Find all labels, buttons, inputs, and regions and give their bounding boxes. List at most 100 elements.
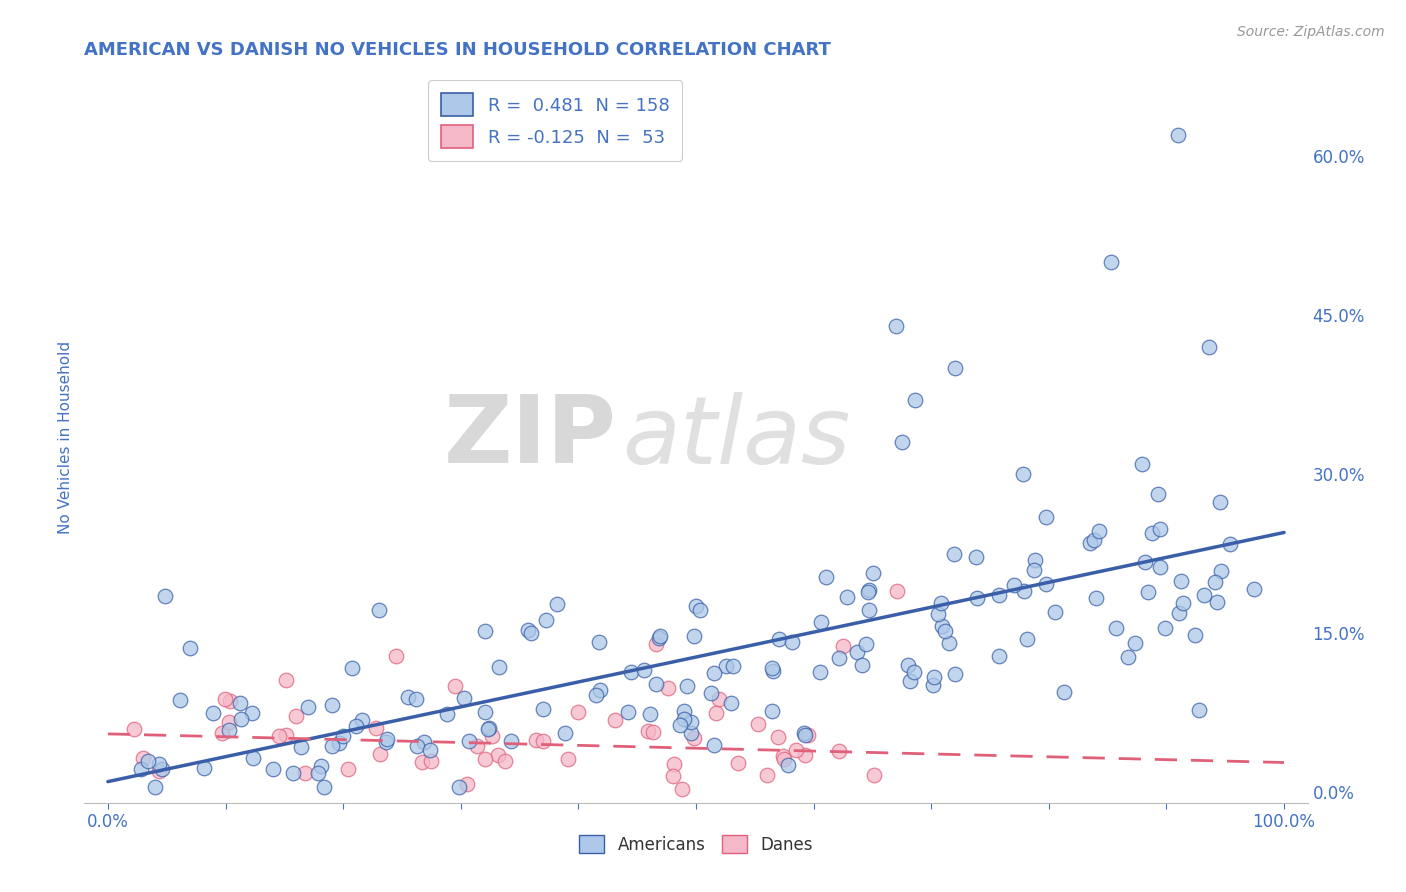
Point (856, 585, 879, 599)
Point (1024, 553, 1046, 567)
Point (536, 613, 558, 627)
Point (675, 679, 697, 693)
Point (419, 742, 441, 756)
Point (797, 728, 820, 742)
Point (931, 619, 953, 633)
Point (138, 754, 160, 768)
Text: AMERICAN VS DANISH NO VEHICLES IN HOUSEHOLD CORRELATION CHART: AMERICAN VS DANISH NO VEHICLES IN HOUSEH… (84, 41, 831, 59)
Point (219, 694, 242, 708)
Point (943, 361, 966, 376)
Point (620, 665, 643, 680)
Point (785, 743, 807, 757)
Point (405, 739, 427, 754)
Point (938, 636, 960, 650)
Point (531, 702, 554, 716)
Point (679, 726, 702, 740)
Point (851, 658, 873, 673)
Point (328, 736, 350, 750)
Point (638, 706, 661, 721)
Text: Source: ZipAtlas.com: Source: ZipAtlas.com (1237, 25, 1385, 39)
Point (657, 681, 679, 695)
Point (332, 729, 354, 743)
Point (669, 718, 692, 732)
Point (706, 706, 728, 721)
Point (1192, 588, 1215, 602)
Point (1078, 536, 1101, 550)
Point (366, 721, 388, 735)
Point (231, 712, 253, 726)
Point (1170, 574, 1192, 589)
Point (375, 735, 398, 749)
Point (1035, 509, 1057, 524)
Point (645, 637, 668, 651)
Point (1135, 555, 1157, 569)
Point (405, 692, 427, 706)
Point (637, 724, 659, 739)
Point (148, 756, 170, 771)
Point (673, 712, 696, 726)
Point (229, 697, 252, 711)
Point (143, 780, 166, 794)
Point (898, 673, 921, 688)
Point (456, 777, 478, 791)
Point (778, 758, 800, 772)
Point (478, 721, 501, 735)
Point (679, 714, 702, 729)
Point (150, 762, 173, 776)
Point (554, 725, 576, 739)
Point (321, 698, 343, 712)
Point (519, 625, 541, 640)
Point (1105, 621, 1128, 635)
Point (645, 677, 668, 691)
Point (845, 645, 868, 659)
Point (517, 624, 540, 638)
Point (242, 751, 264, 765)
Point (863, 768, 886, 782)
Point (307, 766, 329, 780)
Point (945, 667, 967, 681)
Point (148, 764, 170, 779)
Point (1153, 621, 1175, 635)
Point (1140, 525, 1163, 540)
Point (344, 719, 367, 733)
Point (457, 734, 479, 748)
Point (662, 757, 685, 772)
Point (772, 752, 794, 766)
Point (682, 731, 704, 745)
Point (1168, 606, 1191, 620)
Point (793, 747, 815, 762)
Point (966, 591, 988, 605)
Point (585, 689, 607, 703)
Point (855, 637, 877, 651)
Point (723, 659, 745, 673)
Point (411, 755, 433, 769)
Point (671, 781, 693, 796)
Point (122, 723, 145, 737)
Point (129, 763, 152, 777)
Point (1130, 457, 1153, 471)
Point (761, 704, 783, 718)
Point (1123, 635, 1146, 649)
Point (904, 392, 927, 407)
Point (1011, 467, 1033, 482)
Point (290, 739, 312, 754)
Point (193, 761, 215, 775)
Point (648, 632, 671, 646)
Point (772, 748, 794, 763)
Point (768, 730, 790, 744)
Point (567, 705, 589, 719)
Point (1002, 577, 1025, 591)
Point (589, 682, 612, 697)
Point (214, 692, 236, 706)
Point (884, 318, 907, 333)
Point (1149, 522, 1171, 536)
Point (988, 588, 1011, 602)
Point (1087, 524, 1109, 538)
Point (352, 713, 374, 727)
Point (321, 739, 343, 754)
Point (474, 624, 496, 638)
Point (486, 748, 509, 763)
Point (890, 435, 912, 450)
Point (309, 759, 332, 773)
Point (1085, 591, 1108, 605)
